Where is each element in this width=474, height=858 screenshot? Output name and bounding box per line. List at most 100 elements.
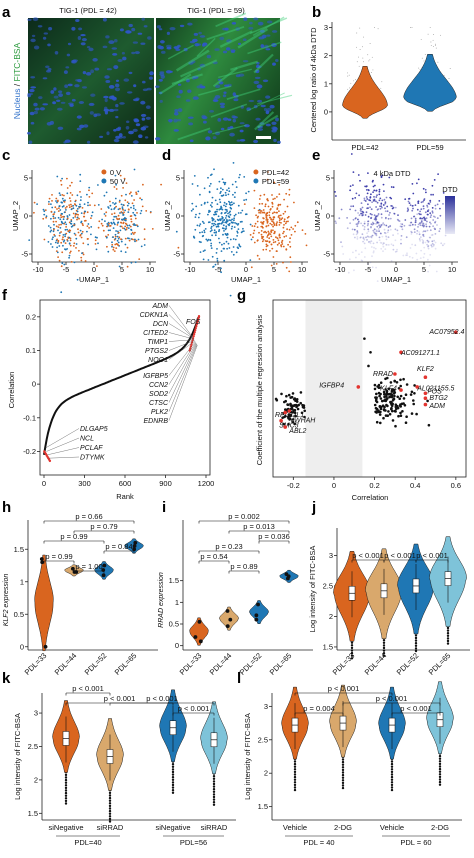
umap-point (267, 224, 270, 227)
cell-point (430, 44, 432, 46)
umap-point (372, 200, 375, 202)
nucleus-mark (224, 84, 230, 87)
outlier-point (108, 791, 112, 795)
umap-point (196, 224, 199, 227)
umap-point (366, 232, 368, 235)
umap-point (133, 223, 136, 225)
outlier-point (64, 794, 68, 797)
labeled-gene-point (283, 410, 288, 415)
umap-point (349, 185, 352, 188)
umap-point (389, 196, 392, 199)
nucleus-mark (71, 98, 76, 102)
umap-point (368, 236, 370, 238)
umap-point (411, 183, 414, 185)
umap-point (413, 228, 416, 231)
umap-point (131, 231, 134, 234)
nucleus-mark (79, 124, 85, 129)
umap-point (272, 225, 274, 228)
gene-label: AC07952.4 (428, 329, 464, 336)
nucleus-mark (190, 60, 196, 64)
umap-point (62, 236, 64, 239)
x-tick-label: PDL=33 (178, 651, 204, 677)
outlier-point (341, 758, 345, 761)
x-tick-label: 0 (332, 481, 336, 490)
umap-point (416, 258, 419, 261)
cell-point (368, 60, 370, 62)
umap-point (209, 239, 212, 242)
umap-point (143, 228, 146, 231)
umap-point (135, 191, 138, 194)
nucleus-mark (177, 83, 182, 86)
y-axis-label: RRAD expression (158, 572, 165, 628)
nucleus-mark (128, 23, 133, 28)
umap-point (411, 256, 414, 259)
umap-point (78, 217, 80, 220)
outlier-point (414, 639, 418, 642)
gene-label: IGFBP4 (319, 382, 344, 389)
umap-point (431, 184, 434, 187)
umap-point (114, 174, 117, 177)
umap-point (203, 187, 206, 190)
umap-point (383, 228, 386, 231)
umap-point (427, 240, 430, 243)
nucleus-mark (31, 34, 36, 38)
umap-point (222, 247, 225, 250)
umap-point (288, 270, 291, 273)
umap-point (363, 228, 366, 231)
umap-point (370, 208, 373, 211)
nucleus-mark (198, 31, 202, 35)
umap-point (378, 224, 380, 227)
umap-point (406, 254, 409, 257)
replicate-point (254, 613, 259, 618)
umap-point (191, 183, 194, 185)
umap-point (372, 231, 375, 234)
y-axis-label: UMAP_2 (163, 201, 172, 231)
umap-point (282, 226, 285, 229)
umap-point (69, 184, 71, 187)
gene-leader (46, 437, 80, 452)
outlier-point (212, 798, 216, 801)
umap-point (109, 229, 111, 232)
umap-point (214, 199, 217, 202)
umap-point (421, 231, 424, 233)
panel-label-d: d (162, 147, 171, 164)
umap-point (232, 253, 235, 256)
umap-point (384, 202, 387, 205)
gene-point (402, 397, 406, 400)
umap-point (376, 201, 379, 204)
umap-point (266, 214, 268, 217)
umap-point (113, 212, 116, 215)
umap-point (80, 212, 83, 215)
umap-point (56, 208, 58, 210)
umap-point (371, 234, 374, 237)
nucleus-mark (209, 110, 214, 113)
umap-point (84, 260, 87, 262)
umap-point (78, 249, 80, 252)
gene-point (282, 422, 285, 426)
umap-point (76, 216, 79, 219)
umap-point (296, 221, 299, 224)
outlier-point (438, 754, 442, 758)
umap-point (203, 231, 206, 234)
umap-point (283, 224, 285, 226)
umap-point (419, 236, 422, 239)
gene-point (413, 392, 416, 395)
panel-label-b: b (312, 4, 321, 21)
nucleus-mark (27, 131, 31, 135)
umap-point (127, 227, 130, 230)
umap-point (428, 236, 431, 239)
y-tick-label: 1.5 (258, 802, 268, 811)
nucleus-mark (125, 126, 130, 130)
umap-point (264, 203, 267, 206)
nucleus-mark (222, 50, 228, 54)
fitc-fiber (171, 73, 203, 85)
umap-point (229, 294, 232, 297)
umap-point (43, 210, 46, 213)
umap-point (224, 228, 227, 231)
umap-point (125, 228, 128, 231)
umap-point (281, 239, 284, 242)
umap-point (79, 199, 82, 202)
umap-point (409, 224, 412, 227)
umap-point (204, 201, 206, 204)
